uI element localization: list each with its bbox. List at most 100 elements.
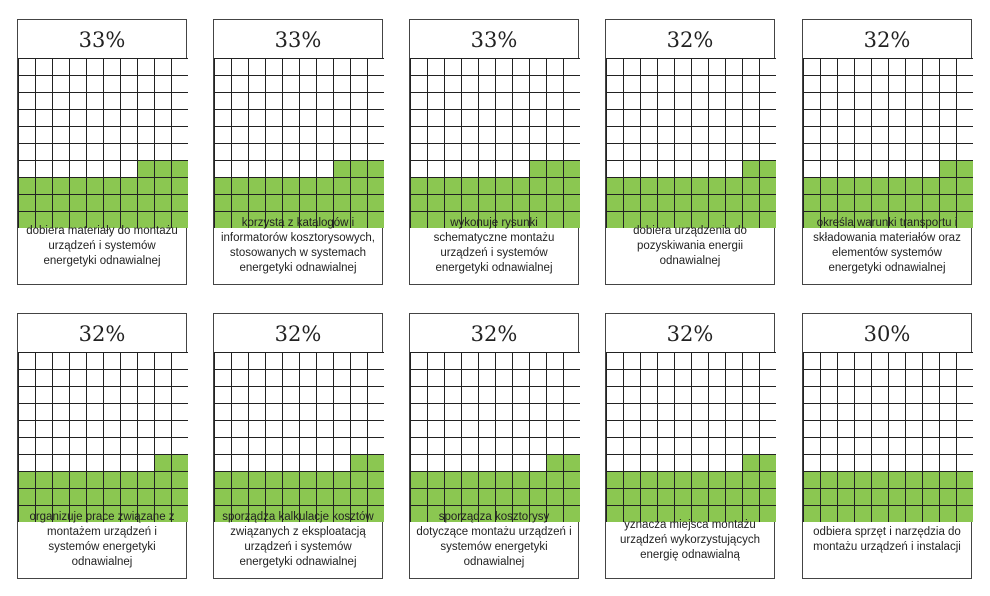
waffle-cell-empty xyxy=(742,126,760,144)
waffle-cell-empty xyxy=(316,126,334,144)
waffle-cell-empty xyxy=(939,109,957,127)
waffle-cell-empty xyxy=(725,160,743,178)
waffle-cell-empty xyxy=(495,454,513,472)
waffle-cell-empty xyxy=(154,386,172,404)
waffle-cell-empty xyxy=(888,160,906,178)
waffle-cell-filled xyxy=(427,471,445,489)
waffle-cell-filled xyxy=(640,471,658,489)
waffle-cell-filled xyxy=(18,471,36,489)
waffle-cell-filled xyxy=(512,177,530,195)
waffle-cell-empty xyxy=(956,109,973,127)
waffle-cell-empty xyxy=(350,437,368,455)
waffle-cell-empty xyxy=(871,454,889,472)
waffle-cell-filled xyxy=(759,211,776,228)
waffle-cell-empty xyxy=(171,386,188,404)
waffle-cell-empty xyxy=(461,109,479,127)
waffle-cell-empty xyxy=(410,75,428,93)
waffle-cell-empty xyxy=(350,109,368,127)
waffle-cell-empty xyxy=(922,352,940,370)
waffle-grid xyxy=(18,352,188,522)
waffle-cell-empty xyxy=(86,75,104,93)
waffle-cell-empty xyxy=(137,454,155,472)
percentage-label: 33% xyxy=(410,20,578,59)
waffle-cell-empty xyxy=(708,437,726,455)
waffle-cell-empty xyxy=(367,352,384,370)
percentage-label: 32% xyxy=(214,314,382,353)
waffle-grid xyxy=(214,352,384,522)
waffle-cell-empty xyxy=(52,126,70,144)
waffle-cell-empty xyxy=(854,386,872,404)
waffle-cell-empty xyxy=(871,160,889,178)
category-label: dobiera materiały do montażu urządzeń i … xyxy=(26,224,178,267)
waffle-cell-empty xyxy=(282,454,300,472)
waffle-cell-empty xyxy=(35,109,53,127)
waffle-cell-empty xyxy=(854,352,872,370)
waffle-cell-empty xyxy=(265,143,283,161)
waffle-cell-empty xyxy=(427,160,445,178)
waffle-cell-empty xyxy=(922,109,940,127)
waffle-cell-empty xyxy=(640,143,658,161)
waffle-cell-empty xyxy=(478,352,496,370)
waffle-cell-filled xyxy=(299,471,317,489)
waffle-cell-empty xyxy=(956,437,973,455)
waffle-cell-empty xyxy=(939,352,957,370)
waffle-cell-empty xyxy=(18,109,36,127)
waffle-cell-empty xyxy=(742,420,760,438)
waffle-cell-filled xyxy=(171,160,188,178)
waffle-cell-empty xyxy=(529,437,547,455)
waffle-cell-filled xyxy=(282,177,300,195)
waffle-grid-svg xyxy=(803,58,973,228)
waffle-grid-svg xyxy=(606,352,776,522)
waffle-cell-empty xyxy=(905,420,923,438)
waffle-cell-empty xyxy=(725,75,743,93)
waffle-cell-empty xyxy=(350,143,368,161)
waffle-cell-filled xyxy=(803,177,821,195)
waffle-cell-empty xyxy=(512,75,530,93)
waffle-cell-empty xyxy=(103,420,121,438)
waffle-cell-filled xyxy=(367,160,384,178)
waffle-cell-empty xyxy=(529,369,547,387)
waffle-cell-empty xyxy=(546,420,564,438)
waffle-cell-empty xyxy=(367,437,384,455)
waffle-cell-filled xyxy=(171,471,188,489)
category-label: dobiera urządzenia do pozyskiwania energ… xyxy=(633,224,747,267)
waffle-cell-filled xyxy=(367,471,384,489)
waffle-cell-empty xyxy=(18,369,36,387)
waffle-cell-empty xyxy=(606,92,624,110)
waffle-cell-empty xyxy=(803,437,821,455)
waffle-cell-filled xyxy=(854,471,872,489)
waffle-cell-empty xyxy=(725,109,743,127)
waffle-cell-empty xyxy=(231,58,249,76)
waffle-cell-empty xyxy=(742,58,760,76)
waffle-cell-filled xyxy=(444,177,462,195)
waffle-cell-empty xyxy=(282,386,300,404)
waffle-cell-empty xyxy=(495,160,513,178)
waffle-cell-empty xyxy=(35,143,53,161)
waffle-cell-empty xyxy=(282,369,300,387)
waffle-cell-empty xyxy=(214,454,232,472)
waffle-cell-empty xyxy=(248,75,266,93)
waffle-cell-empty xyxy=(350,126,368,144)
waffle-cell-empty xyxy=(120,403,138,421)
waffle-cell-filled xyxy=(171,211,188,228)
waffle-cell-empty xyxy=(444,126,462,144)
waffle-cell-empty xyxy=(137,126,155,144)
waffle-cell-filled xyxy=(803,471,821,489)
waffle-cell-filled xyxy=(529,177,547,195)
waffle-cell-empty xyxy=(691,454,709,472)
waffle-cell-empty xyxy=(248,369,266,387)
waffle-cell-empty xyxy=(871,58,889,76)
waffle-cell-empty xyxy=(657,160,675,178)
waffle-cell-empty xyxy=(956,143,973,161)
waffle-cell-empty xyxy=(86,403,104,421)
waffle-grid xyxy=(18,58,188,228)
waffle-cell-empty xyxy=(35,386,53,404)
waffle-cell-empty xyxy=(299,75,317,93)
waffle-cell-filled xyxy=(427,177,445,195)
waffle-cell-empty xyxy=(137,92,155,110)
waffle-cell-empty xyxy=(410,454,428,472)
waffle-cell-empty xyxy=(444,109,462,127)
waffle-cell-empty xyxy=(461,420,479,438)
waffle-cell-empty xyxy=(922,386,940,404)
waffle-cell-filled xyxy=(367,211,384,228)
